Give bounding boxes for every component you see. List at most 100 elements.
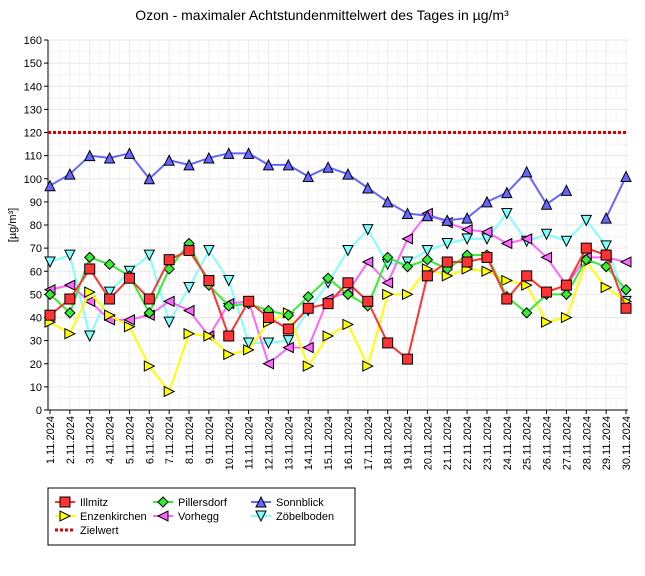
data-point-enzenkirchen (322, 330, 335, 342)
y-tick-label: 80 (30, 220, 42, 232)
data-point-sonnblick (501, 186, 513, 199)
data-point-pillersdorf (401, 260, 414, 273)
y-tick-label: 40 (30, 313, 42, 325)
data-point-enzenkirchen (64, 327, 76, 340)
data-point-vorhegg (302, 341, 314, 354)
y-tick-label: 10 (30, 382, 42, 394)
data-point-illmitz (461, 256, 473, 268)
data-point-vorhegg (480, 226, 493, 238)
data-point-vorhegg (63, 279, 76, 291)
legend-box (47, 487, 356, 546)
legend-label-sonnblick: Sonnblick (276, 497, 324, 509)
data-point-illmitz (143, 293, 155, 305)
data-point-zoebelboden (441, 238, 454, 250)
data-point-illmitz (104, 293, 116, 305)
data-point-vorhegg (460, 223, 473, 236)
x-tick-label: 21.11.2024 (442, 416, 454, 470)
data-point-vorhegg (500, 237, 513, 250)
data-point-sonnblick (242, 147, 255, 159)
data-point-pillersdorf (302, 290, 314, 303)
data-point-sonnblick (520, 165, 533, 178)
data-point-zoebelboden (242, 337, 255, 350)
x-tick-label: 25.11.2024 (522, 416, 534, 470)
y-tick-label: 150 (24, 58, 42, 70)
y-axis-label: [µg/m³] (7, 208, 19, 242)
data-point-sonnblick (44, 179, 56, 192)
data-point-illmitz (84, 263, 96, 275)
data-point-pillersdorf (620, 284, 632, 296)
legend-marker-enzenkirchen (59, 510, 72, 522)
x-tick-label: 1.11.2024 (45, 416, 57, 464)
x-tick-label: 12.11.2024 (263, 416, 275, 470)
data-point-zoebelboden (64, 249, 76, 262)
data-point-sonnblick (64, 168, 76, 180)
legend-marker-vorhegg (156, 510, 169, 522)
data-point-illmitz (382, 337, 394, 349)
data-point-sonnblick (540, 198, 553, 210)
x-tick-label: 16.11.2024 (343, 416, 355, 470)
data-point-enzenkirchen (560, 311, 573, 324)
x-tick-label: 24.11.2024 (502, 416, 514, 470)
data-point-sonnblick (361, 181, 374, 194)
data-point-sonnblick (461, 211, 473, 224)
legend-label-zoebelboden: Zöbelboden (276, 511, 334, 523)
data-point-zoebelboden (262, 337, 275, 350)
data-point-sonnblick (123, 147, 136, 159)
data-point-sonnblick (83, 149, 96, 162)
data-point-illmitz (580, 242, 592, 254)
data-point-enzenkirchen (362, 360, 374, 372)
data-point-enzenkirchen (382, 288, 394, 301)
data-point-pillersdorf (223, 300, 235, 312)
data-point-zoebelboden (83, 330, 96, 343)
data-point-enzenkirchen (541, 316, 553, 328)
series-line-pillersdorf (49, 241, 627, 317)
x-tick-label: 2.11.2024 (65, 416, 77, 464)
y-tick-label: 120 (24, 128, 42, 140)
data-point-enzenkirchen (600, 281, 613, 294)
data-point-pillersdorf (103, 258, 116, 271)
data-point-pillersdorf (322, 272, 334, 284)
data-point-illmitz (342, 277, 354, 289)
legend-label-pillersdorf: Pillersdorf (178, 497, 228, 509)
x-tick-label: 5.11.2024 (124, 416, 136, 464)
data-point-vorhegg (123, 314, 135, 326)
data-point-illmitz (560, 279, 572, 291)
data-point-illmitz (501, 293, 513, 305)
data-point-zoebelboden (361, 224, 374, 236)
data-point-sonnblick (401, 207, 414, 219)
x-tick-label: 23.11.2024 (482, 416, 494, 470)
y-tick-label: 110 (24, 151, 42, 163)
data-point-enzenkirchen (183, 327, 196, 340)
data-point-sonnblick (183, 158, 195, 171)
data-point-illmitz (541, 286, 553, 298)
data-point-illmitz (402, 353, 414, 365)
x-tick-label: 15.11.2024 (323, 416, 335, 470)
data-point-illmitz (322, 298, 334, 310)
data-point-pillersdorf (381, 251, 394, 264)
y-tick-label: 140 (24, 81, 42, 93)
data-point-enzenkirchen (163, 385, 176, 398)
data-point-enzenkirchen (123, 320, 136, 333)
data-point-illmitz (521, 270, 533, 282)
data-point-pillersdorf (421, 253, 434, 266)
data-point-vorhegg (262, 357, 274, 370)
data-point-enzenkirchen (342, 318, 355, 331)
data-point-zoebelboden (103, 286, 116, 299)
data-point-sonnblick (163, 154, 175, 166)
x-tick-label: 13.11.2024 (283, 416, 295, 470)
data-point-illmitz (44, 309, 56, 321)
data-point-pillersdorf (44, 288, 56, 301)
data-point-zoebelboden (282, 335, 295, 347)
data-point-zoebelboden (421, 244, 434, 257)
data-point-sonnblick (222, 147, 235, 159)
legend-marker-zoebelboden (255, 510, 267, 523)
legend-label-vorhegg: Vorhegg (178, 511, 219, 523)
y-tick-label: 20 (30, 359, 42, 371)
data-point-illmitz (620, 302, 632, 314)
y-tick-label: 50 (30, 289, 42, 301)
x-tick-label: 11.11.2024 (244, 416, 256, 469)
data-point-zoebelboden (44, 256, 56, 269)
data-point-vorhegg (401, 233, 414, 245)
data-point-zoebelboden (183, 281, 195, 294)
x-tick-label: 20.11.2024 (422, 416, 434, 470)
